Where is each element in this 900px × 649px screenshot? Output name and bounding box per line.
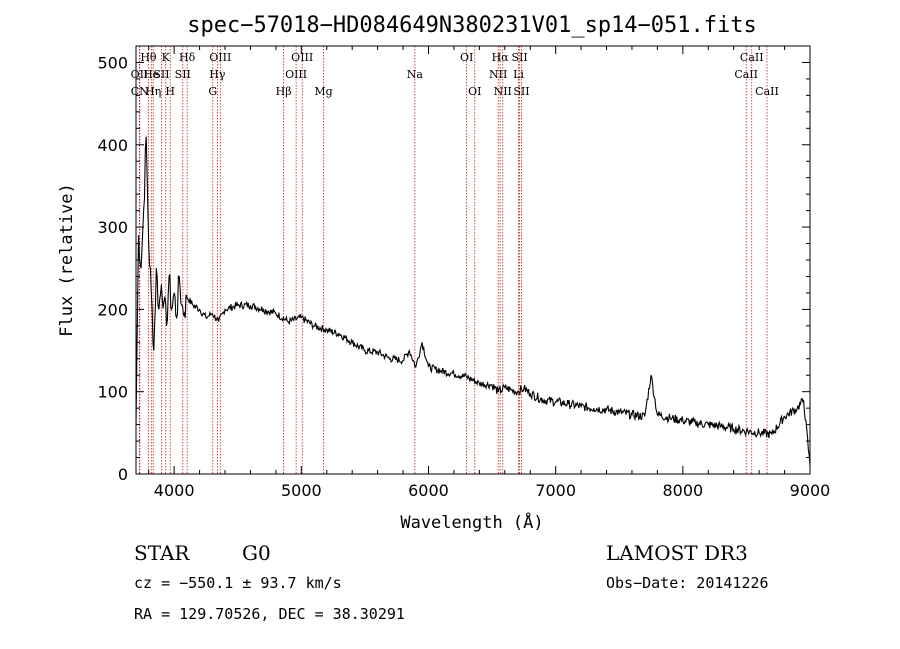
spectral-line-label: Hβ	[276, 85, 292, 98]
y-tick-label: 100	[97, 383, 128, 402]
x-tick-label: 9000	[790, 481, 831, 500]
y-axis-ticks: 0 100 200 300 400 500	[97, 53, 810, 484]
spectral-line-label: SII	[512, 51, 528, 64]
spectral-line-label: CN	[131, 85, 149, 98]
spectral-line-label: OI	[468, 85, 481, 98]
x-tick-label: 5000	[281, 481, 322, 500]
spectral-line-label: K	[162, 51, 171, 64]
spectral-line-label: OII	[131, 68, 149, 81]
spectral-line-label: Hγ	[209, 68, 226, 81]
x-axis-ticks: 4000 5000 6000 7000 8000 9000	[148, 46, 831, 500]
spectral-line-label: OI	[460, 51, 473, 64]
spectral-line-label: OIII	[291, 51, 313, 64]
spectral-line-label: CaII	[740, 51, 764, 64]
spectral-line-label: Na	[407, 68, 424, 81]
spectral-line-label: SII	[153, 68, 169, 81]
spectral-line-label: OIII	[285, 68, 307, 81]
x-axis-label: Wavelength (Å)	[400, 511, 543, 533]
spectral-line-label: Hη	[145, 85, 161, 98]
observation-date: Obs−Date: 20141226	[606, 574, 769, 592]
spectrum-series	[135, 136, 811, 466]
x-tick-label: 4000	[154, 481, 195, 500]
x-tick-label: 6000	[408, 481, 449, 500]
survey-name: LAMOST DR3	[606, 541, 748, 565]
spectral-line-label: He	[143, 68, 159, 81]
coordinates-readout: RA = 129.70526, DEC = 38.30291	[134, 605, 405, 623]
spectral-line-label: Hθ	[140, 51, 157, 64]
x-tick-label: 7000	[535, 481, 576, 500]
y-tick-label: 0	[118, 465, 128, 484]
spectral-line-label: NII	[494, 85, 512, 98]
x-tick-label: 8000	[662, 481, 703, 500]
spectral-line-label: H	[165, 85, 175, 98]
spectral-line-label: Li	[513, 68, 524, 81]
y-tick-label: 400	[97, 136, 128, 155]
redshift-readout: cz = −550.1 ± 93.7 km/s	[134, 574, 342, 592]
spectral-line-label: Mg	[314, 85, 332, 98]
spectral-line-label: NII	[489, 68, 507, 81]
chart-title: spec−57018−HD084649N380231V01_sp14−051.f…	[187, 13, 757, 38]
y-axis-label: Flux (relative)	[57, 183, 77, 337]
spectral-line-label: G	[208, 85, 217, 98]
spectral-line-label: SII	[175, 68, 191, 81]
plot-frame	[135, 45, 811, 475]
spectral-line-label: Hα	[492, 51, 510, 64]
spectral-line-label: OIII	[209, 51, 231, 64]
y-tick-label: 300	[97, 218, 128, 237]
spectral-line-label: Hδ	[179, 51, 196, 64]
y-tick-label: 500	[97, 53, 128, 72]
spectral-line-label: CaII	[755, 85, 779, 98]
object-class: STAR	[134, 541, 190, 565]
spectral-line-markers	[139, 46, 768, 474]
spectral-line-label: CaII	[734, 68, 758, 81]
y-tick-label: 200	[97, 300, 128, 319]
spectral-line-label: SII	[513, 85, 529, 98]
object-subclass: G0	[242, 541, 271, 565]
